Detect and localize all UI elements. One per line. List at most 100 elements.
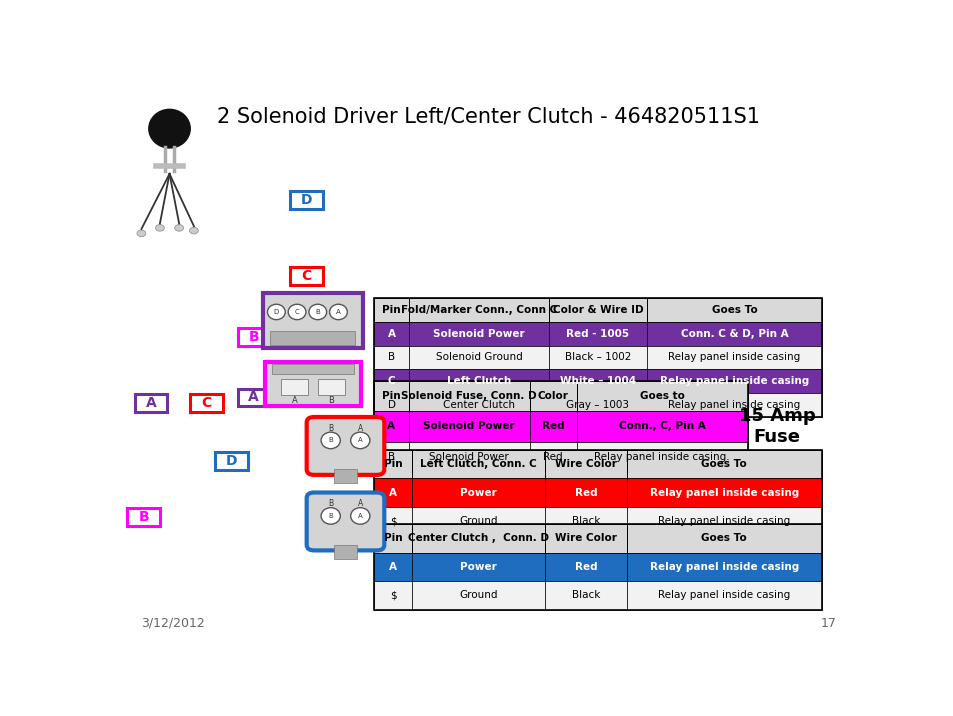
Bar [576, 381, 747, 411]
Text: Relay panel inside casing.: Relay panel inside casing. [594, 452, 729, 462]
FancyBboxPatch shape [306, 493, 384, 551]
Bar [374, 322, 409, 346]
Text: A: A [357, 424, 362, 432]
Text: A: A [146, 396, 156, 410]
Bar [576, 442, 747, 472]
Bar [215, 452, 248, 470]
Bar [374, 393, 409, 417]
Text: 17: 17 [820, 617, 836, 630]
Text: Color & Wire ID: Color & Wire ID [552, 305, 642, 315]
Text: A: A [389, 488, 396, 498]
Text: Center Clutch: Center Clutch [442, 400, 515, 410]
Bar [576, 411, 747, 442]
Text: Ground: Ground [458, 516, 497, 526]
Bar [548, 322, 646, 346]
Bar [646, 393, 821, 417]
Text: D: D [387, 400, 395, 410]
Circle shape [174, 225, 183, 231]
Bar [335, 470, 356, 483]
Text: A: A [387, 329, 395, 339]
Text: A: A [357, 437, 362, 443]
Circle shape [137, 230, 146, 237]
Text: Relay panel inside casing: Relay panel inside casing [658, 591, 790, 601]
Text: Black: Black [571, 516, 599, 526]
Bar [412, 524, 544, 553]
Bar [374, 381, 408, 411]
Bar [374, 298, 821, 417]
Text: Solenoid Power: Solenoid Power [429, 452, 509, 462]
Bar [548, 346, 646, 369]
Text: Power: Power [459, 562, 497, 572]
Text: D: D [274, 309, 278, 315]
Text: C: C [294, 309, 299, 315]
Text: B: B [248, 330, 259, 344]
Ellipse shape [351, 508, 370, 524]
Circle shape [155, 225, 164, 231]
Text: Relay panel inside casing: Relay panel inside casing [658, 516, 790, 526]
Bar [646, 346, 821, 369]
Text: B: B [328, 396, 335, 405]
Text: 2 Solenoid Driver Left/Center Clutch - 464820511S1: 2 Solenoid Driver Left/Center Clutch - 4… [217, 106, 760, 126]
Text: Wire Color: Wire Color [555, 533, 617, 543]
Text: Solenoid Power: Solenoid Power [433, 329, 524, 339]
Text: Solenoid Ground: Solenoid Ground [436, 352, 522, 362]
Text: Gray – 1003: Gray – 1003 [566, 400, 629, 410]
Bar [290, 191, 322, 209]
Bar [409, 369, 548, 393]
FancyBboxPatch shape [306, 417, 384, 475]
Bar [374, 581, 412, 610]
Bar [646, 369, 821, 393]
Text: B: B [388, 352, 395, 362]
Text: A: A [389, 562, 396, 572]
Bar [272, 364, 354, 374]
Bar [374, 450, 821, 536]
Text: Black: Black [571, 591, 599, 601]
Bar [263, 293, 362, 348]
Text: Wire Color: Wire Color [555, 459, 617, 469]
Text: A: A [357, 499, 362, 508]
Bar [544, 553, 626, 581]
Text: Pin: Pin [382, 305, 400, 315]
Text: Left Clutch: Left Clutch [446, 376, 511, 386]
Text: Conn., C, Pin A: Conn., C, Pin A [618, 421, 705, 431]
Text: Center Clutch ,  Conn. D: Center Clutch , Conn. D [408, 533, 548, 543]
Text: Solenoid Fuse, Conn. D: Solenoid Fuse, Conn. D [401, 391, 537, 401]
Text: Relay panel inside casing: Relay panel inside casing [667, 352, 800, 362]
Text: Goes To: Goes To [711, 305, 757, 315]
Bar [317, 379, 344, 395]
Bar [646, 322, 821, 346]
Text: Power: Power [459, 488, 497, 498]
Text: C: C [201, 396, 212, 410]
Bar [374, 553, 412, 581]
Text: Goes to: Goes to [639, 391, 684, 401]
Text: D: D [300, 193, 312, 207]
Text: Pin: Pin [383, 459, 402, 469]
Bar [134, 394, 167, 412]
Bar [529, 411, 576, 442]
Text: Goes To: Goes To [700, 459, 746, 469]
Text: $: $ [390, 516, 396, 526]
Bar [409, 346, 548, 369]
Ellipse shape [329, 304, 347, 319]
Bar [412, 478, 544, 507]
Bar [544, 507, 626, 536]
Text: B: B [328, 513, 333, 519]
Bar [374, 298, 409, 322]
Bar [626, 524, 821, 553]
Bar [237, 328, 270, 346]
Text: White – 1004: White – 1004 [559, 376, 636, 386]
Bar [374, 411, 408, 442]
Text: Conn. C & D, Pin A: Conn. C & D, Pin A [679, 329, 787, 339]
Text: Relay panel inside casing: Relay panel inside casing [667, 400, 800, 410]
Bar [409, 322, 548, 346]
Text: C: C [388, 376, 395, 386]
Bar [529, 381, 576, 411]
Text: A: A [248, 390, 259, 405]
Text: Black – 1002: Black – 1002 [564, 352, 631, 362]
Bar [270, 332, 355, 345]
Circle shape [190, 228, 198, 234]
Bar [412, 553, 544, 581]
Text: B: B [315, 309, 320, 315]
Bar [290, 267, 322, 285]
Text: B: B [138, 510, 149, 524]
